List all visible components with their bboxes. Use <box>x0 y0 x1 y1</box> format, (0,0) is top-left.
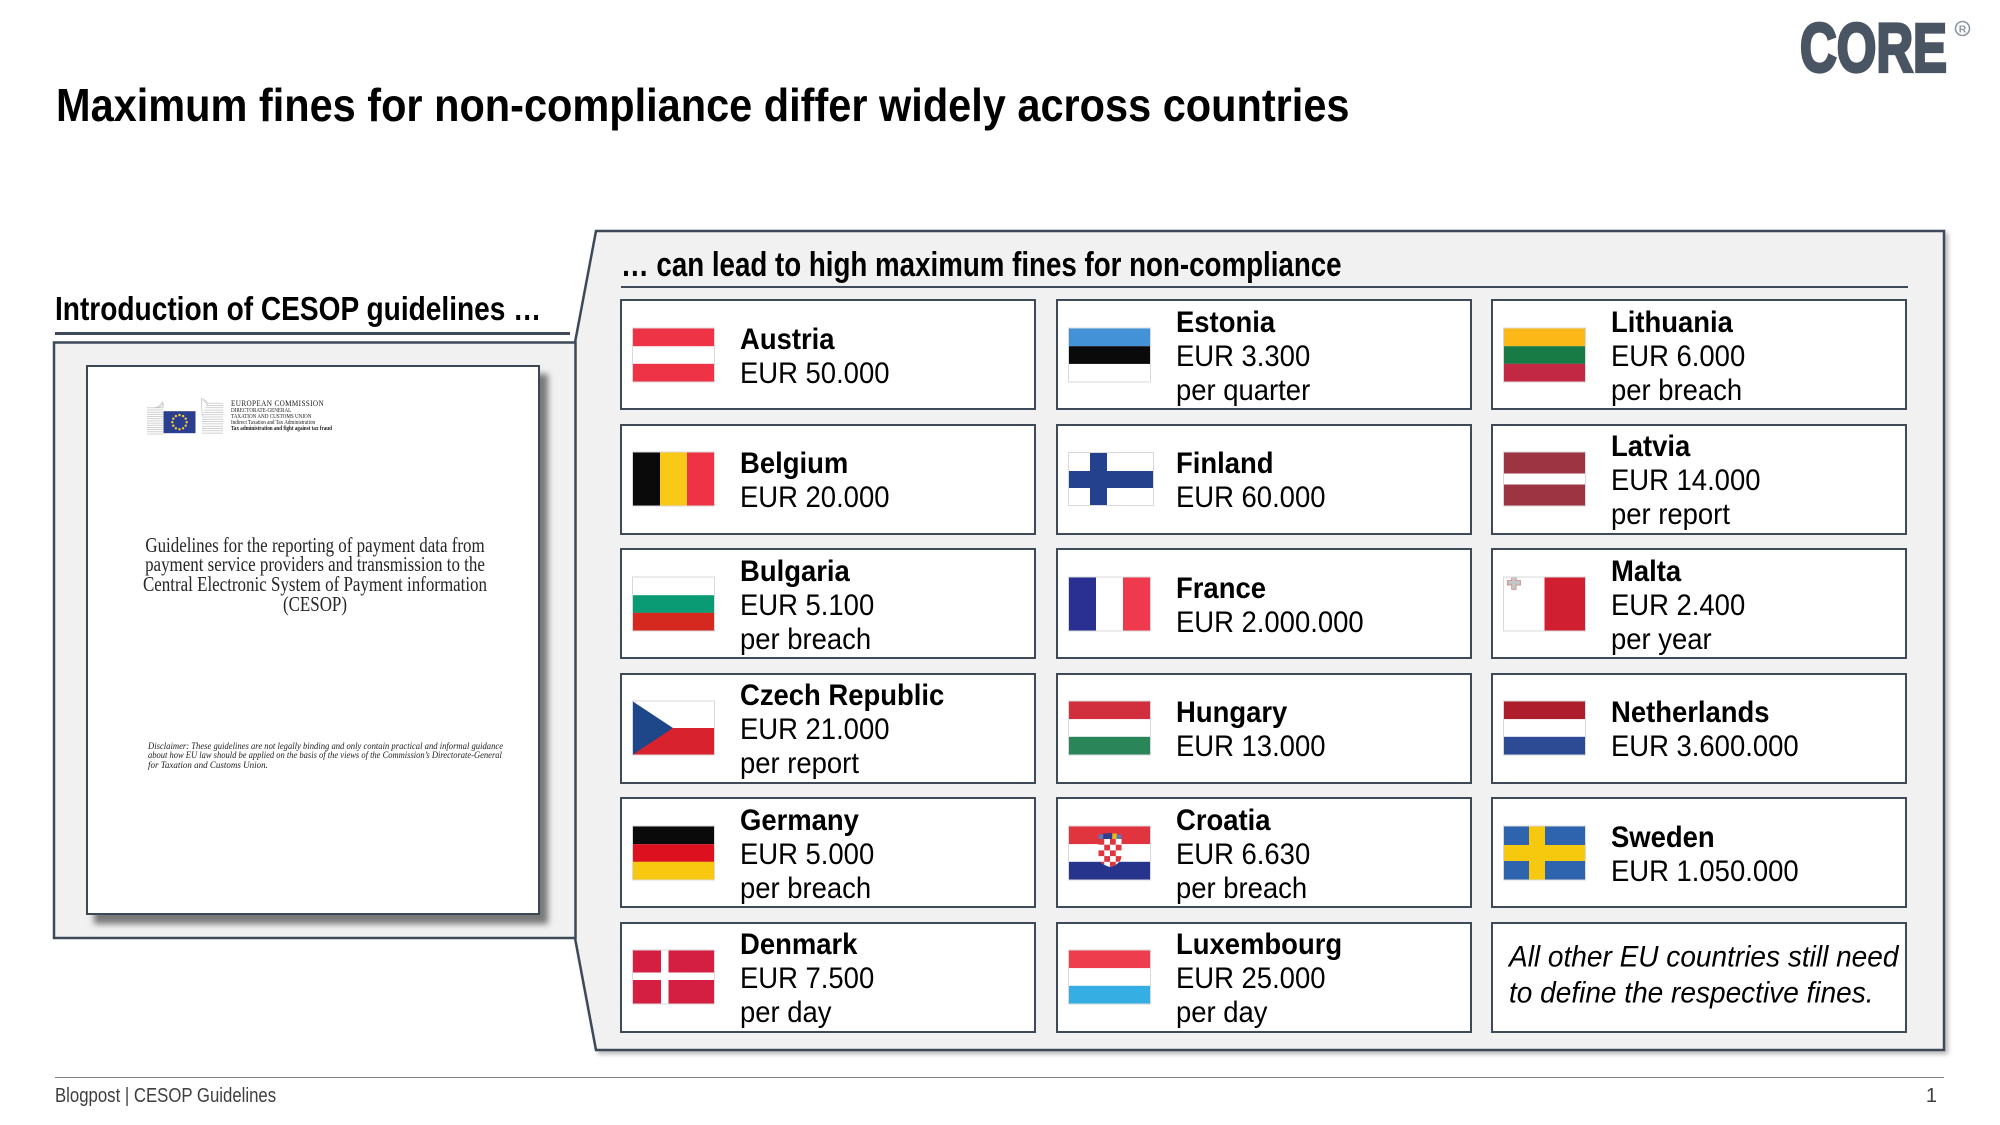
svg-text:R: R <box>1959 24 1967 36</box>
svg-text:CORE: CORE <box>1800 10 1947 87</box>
